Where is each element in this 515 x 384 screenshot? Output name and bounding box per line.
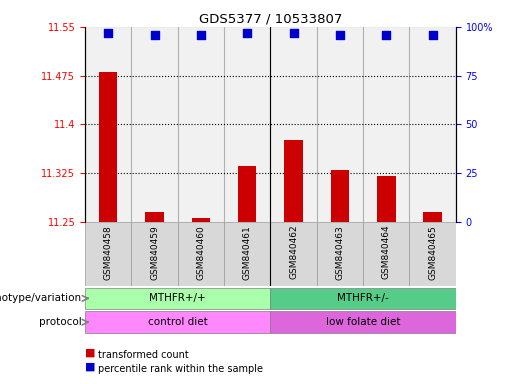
Bar <box>85 311 270 333</box>
Text: protocol: protocol <box>39 317 81 327</box>
Bar <box>145 212 164 222</box>
Point <box>104 30 112 36</box>
Bar <box>331 170 349 222</box>
Text: transformed count: transformed count <box>98 350 188 360</box>
Bar <box>238 166 256 222</box>
Point <box>243 30 251 36</box>
Text: MTHFR+/+: MTHFR+/+ <box>149 293 206 303</box>
Text: GSM840464: GSM840464 <box>382 225 391 280</box>
Text: GSM840463: GSM840463 <box>335 225 345 280</box>
Point <box>428 31 437 38</box>
Text: control diet: control diet <box>148 317 208 327</box>
Title: GDS5377 / 10533807: GDS5377 / 10533807 <box>199 13 342 26</box>
Text: GSM840459: GSM840459 <box>150 225 159 280</box>
Point <box>289 30 298 36</box>
Bar <box>423 212 442 222</box>
Point <box>197 31 205 38</box>
Text: genotype/variation: genotype/variation <box>0 293 81 303</box>
Bar <box>85 27 131 222</box>
Text: percentile rank within the sample: percentile rank within the sample <box>98 364 263 374</box>
Bar <box>284 141 303 222</box>
Bar <box>99 72 117 222</box>
Bar <box>270 27 317 222</box>
Text: GSM840458: GSM840458 <box>104 225 113 280</box>
Text: ■: ■ <box>85 361 99 371</box>
Bar <box>317 222 363 286</box>
Bar <box>178 222 224 286</box>
Point <box>382 31 390 38</box>
Bar <box>85 288 270 309</box>
Text: low folate diet: low folate diet <box>326 317 400 327</box>
Bar <box>270 288 456 309</box>
Bar <box>131 222 178 286</box>
Bar <box>317 27 363 222</box>
Bar <box>178 27 224 222</box>
Bar <box>270 222 317 286</box>
Bar <box>224 27 270 222</box>
Text: GSM840465: GSM840465 <box>428 225 437 280</box>
Point <box>336 31 344 38</box>
Bar <box>192 218 210 222</box>
Text: GSM840461: GSM840461 <box>243 225 252 280</box>
Bar <box>224 222 270 286</box>
Text: GSM840462: GSM840462 <box>289 225 298 280</box>
Text: MTHFR+/-: MTHFR+/- <box>337 293 389 303</box>
Bar <box>377 176 396 222</box>
Bar <box>409 222 456 286</box>
Text: ■: ■ <box>85 347 99 357</box>
Point <box>150 31 159 38</box>
Bar <box>270 311 456 333</box>
Text: GSM840460: GSM840460 <box>196 225 205 280</box>
Bar <box>131 27 178 222</box>
Bar <box>363 27 409 222</box>
Bar <box>409 27 456 222</box>
Bar <box>363 222 409 286</box>
Bar <box>85 222 131 286</box>
